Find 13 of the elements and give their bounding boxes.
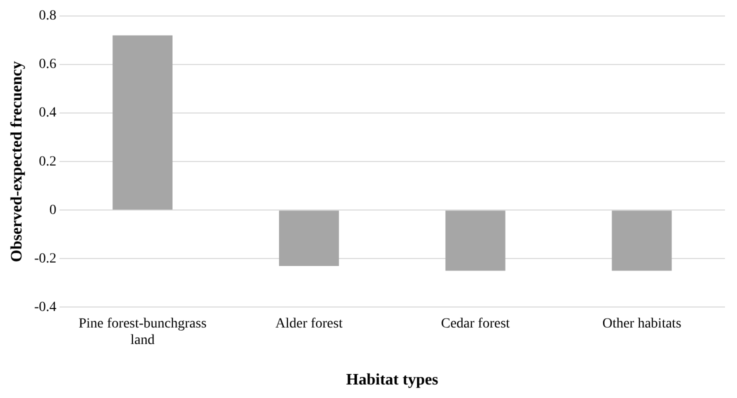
- y-tick-label: -0.4: [34, 300, 56, 315]
- y-tick-label: 0: [49, 202, 56, 218]
- x-axis-title: Habitat types: [346, 372, 438, 389]
- y-tick-label: 0.6: [38, 57, 56, 72]
- y-axis-title: Observed-expected frecuency: [8, 61, 26, 262]
- y-tick-label: 0.2: [38, 154, 56, 170]
- x-tick-label: Cedar forest: [440, 316, 510, 332]
- x-tick-label: Pine forest-bunchgrass land: [78, 316, 207, 348]
- y-tick-label: 0.4: [38, 106, 56, 121]
- x-tick-label: Other habitats: [602, 316, 682, 332]
- x-tick-label: Alder forest: [275, 316, 343, 332]
- y-tick-label: -0.2: [34, 251, 56, 266]
- y-tick-label: 0.8: [38, 8, 56, 24]
